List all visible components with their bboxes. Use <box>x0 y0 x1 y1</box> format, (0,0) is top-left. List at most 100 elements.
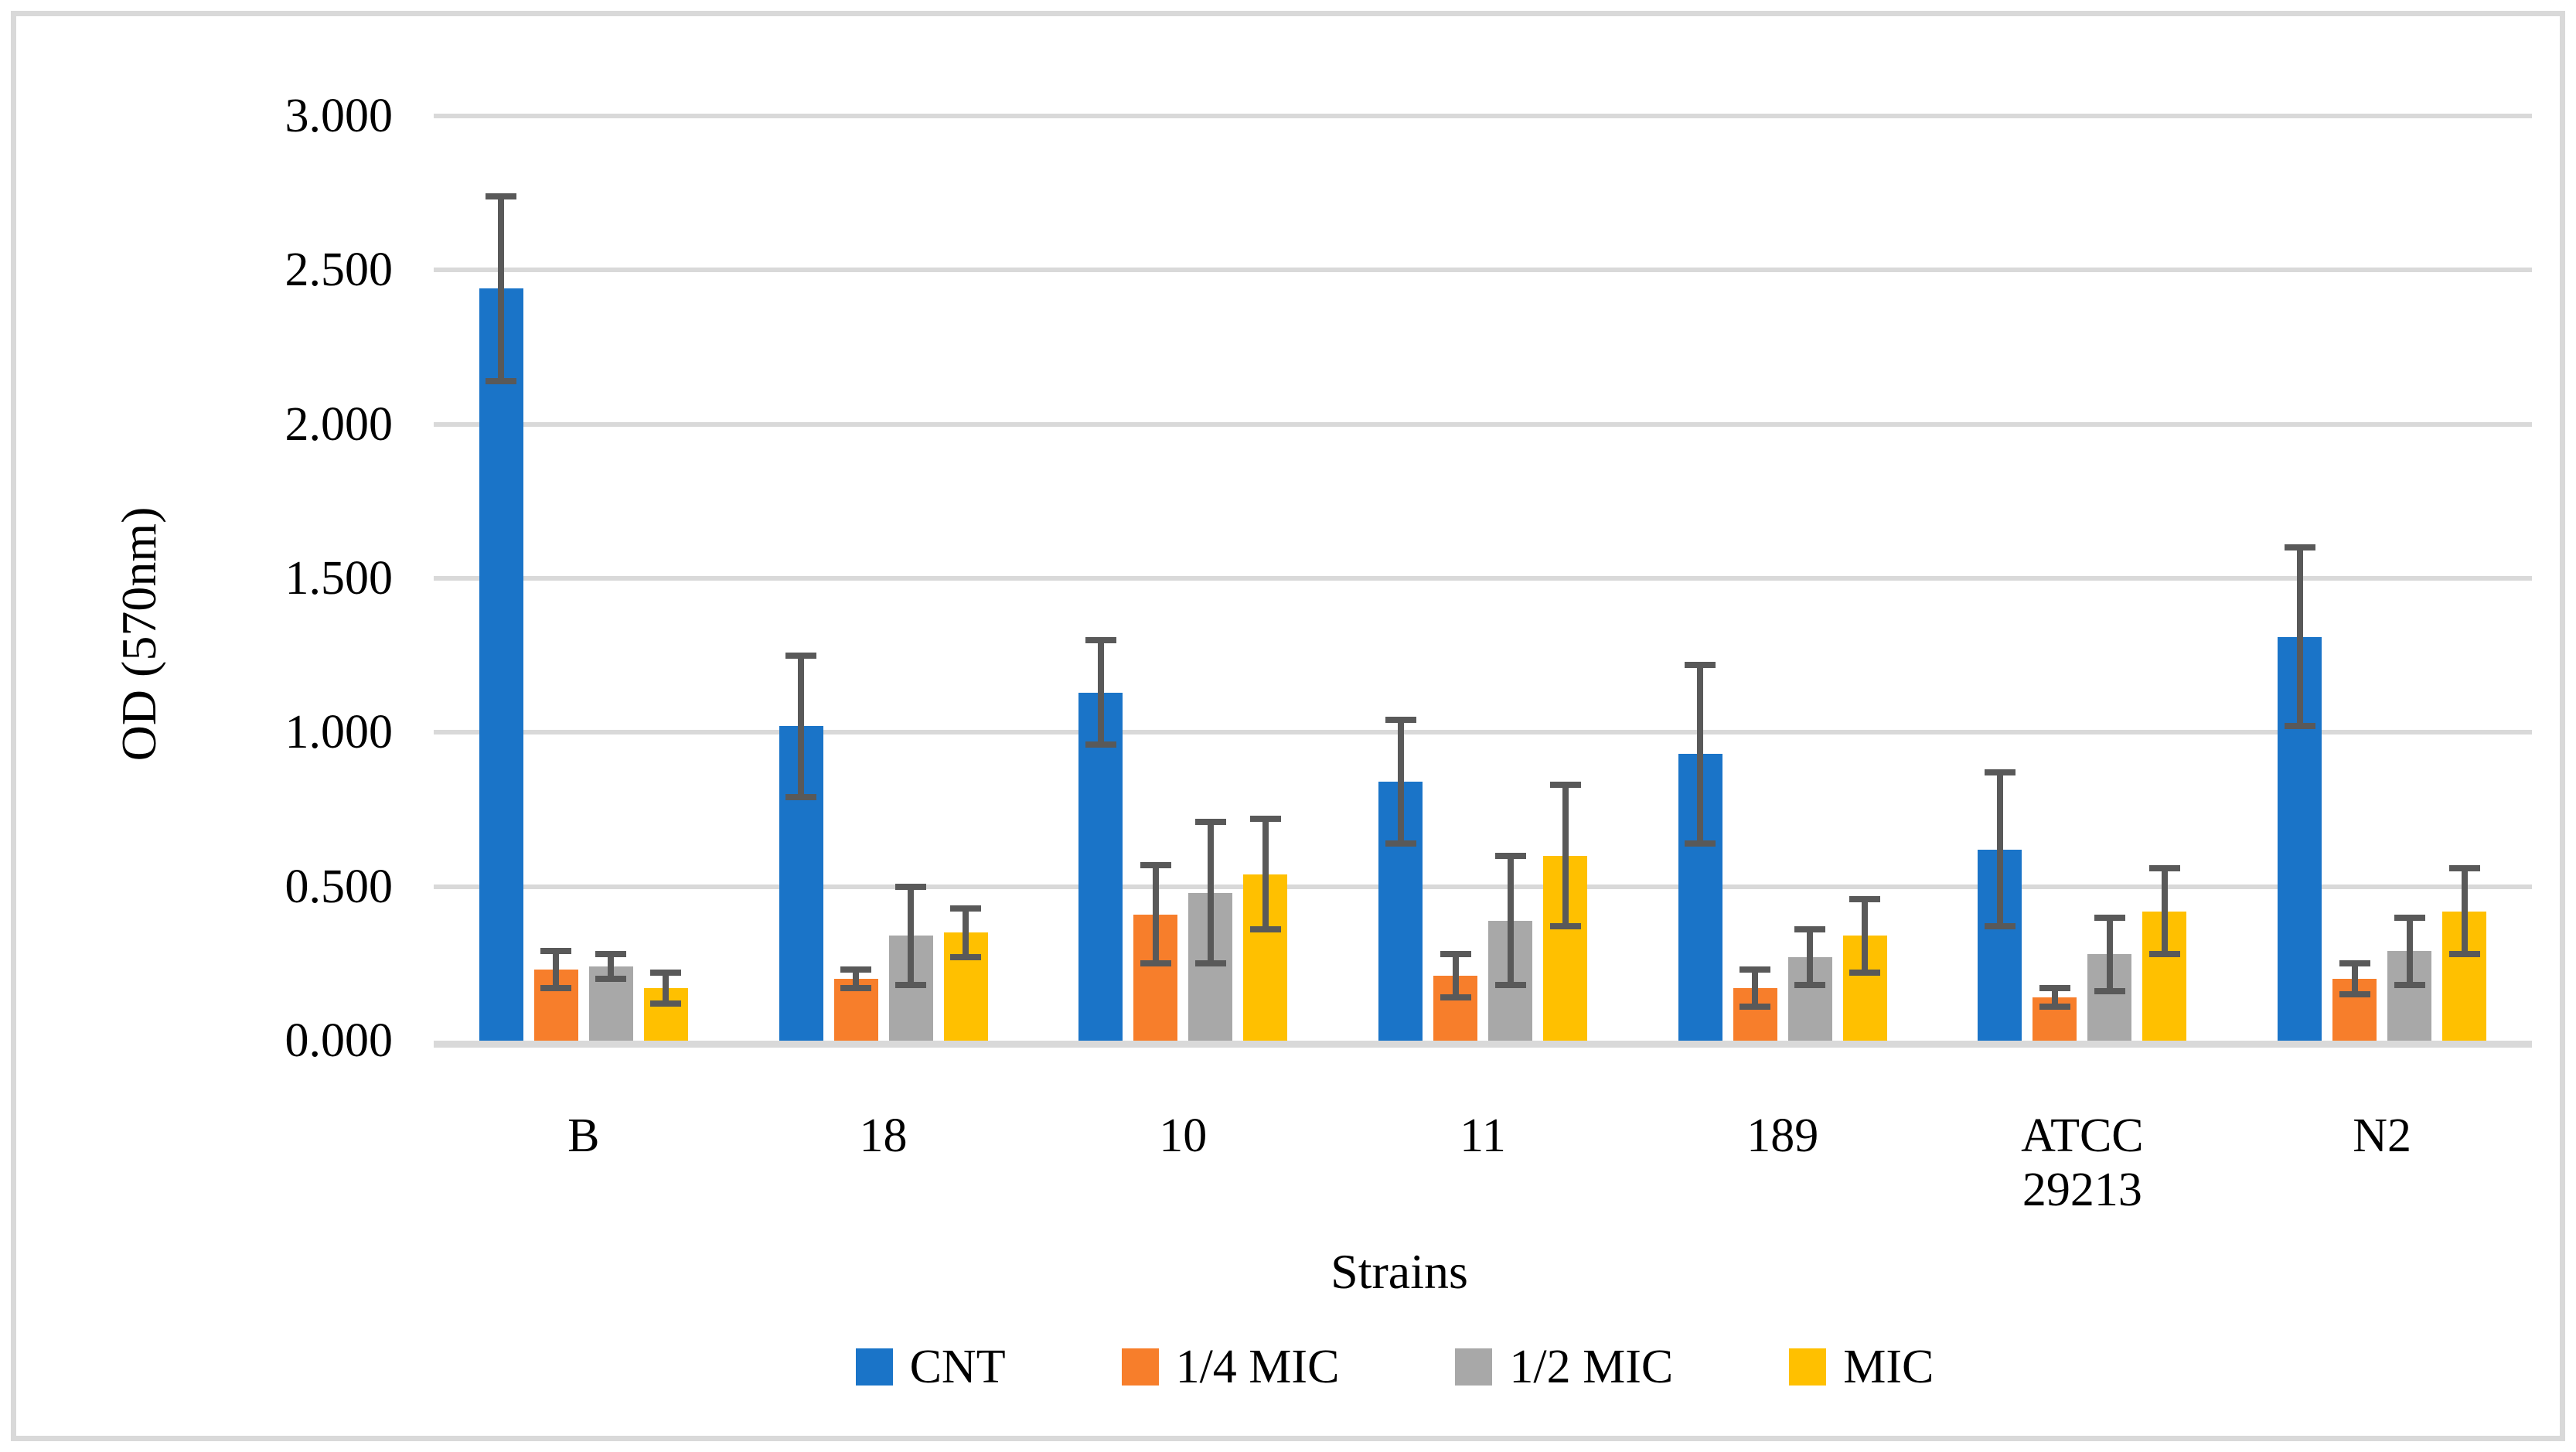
error-bar-cap-bottom <box>1194 960 1226 967</box>
legend-label: CNT <box>909 1341 1006 1393</box>
error-bar-stem <box>1152 864 1159 964</box>
error-bar-cap-top <box>2148 864 2180 871</box>
x-category-label-line: B <box>567 1109 600 1162</box>
error-bar-cap-top <box>1494 852 1526 859</box>
gridline <box>434 268 2532 273</box>
error-bar-cap-bottom <box>1249 926 1281 933</box>
gridline <box>434 730 2532 735</box>
legend-label: 1/2 MIC <box>1509 1341 1674 1393</box>
x-category-label-line: ATCC <box>2021 1109 2144 1162</box>
error-bar-cap-bottom <box>1549 923 1581 930</box>
error-bar-cap-bottom <box>1685 840 1716 847</box>
bar-CNT-10 <box>1078 692 1123 1041</box>
error-bar-cap-top <box>950 905 982 912</box>
error-bar-stem <box>2461 867 2468 955</box>
legend-swatch <box>1455 1348 1493 1386</box>
error-bar-stem <box>1697 664 1704 844</box>
legend-item: 1/4 MIC <box>1121 1339 1340 1395</box>
error-bar-cap-bottom <box>1849 970 1881 977</box>
error-bar-cap-top <box>2039 985 2070 992</box>
gridline <box>434 884 2532 889</box>
error-bar-cap-top <box>1194 818 1226 825</box>
error-bar-cap-bottom <box>1794 982 1826 989</box>
error-bar-cap-top <box>1849 895 1881 902</box>
x-category-label: 18 <box>734 1109 1034 1163</box>
error-bar-cap-top <box>2448 864 2480 871</box>
y-tick-label: 1.000 <box>285 706 394 759</box>
legend-label: MIC <box>1843 1341 1934 1393</box>
x-category-label-line: 11 <box>1460 1109 1506 1162</box>
error-bar-cap-bottom <box>1440 994 1471 1001</box>
x-category-label-line: 29213 <box>2022 1164 2142 1216</box>
error-bar-cap-bottom <box>540 985 572 992</box>
x-category-label: N2 <box>2232 1109 2532 1163</box>
error-bar-cap-top <box>1385 717 1416 724</box>
error-bar-stem <box>498 196 505 381</box>
error-bar-cap-bottom <box>486 377 517 384</box>
x-category-label: 10 <box>1033 1109 1333 1163</box>
error-bar-stem <box>608 954 615 980</box>
x-axis-title: Strains <box>1331 1244 1468 1299</box>
error-bar-stem <box>2351 963 2358 995</box>
gridline <box>434 114 2532 118</box>
error-bar-stem <box>2051 988 2058 1007</box>
error-bar-cap-top <box>1794 926 1826 933</box>
bar-CNT-B <box>479 288 523 1041</box>
error-bar-cap-bottom <box>895 982 927 989</box>
error-bar-stem <box>1262 818 1269 930</box>
error-bar-cap-bottom <box>840 985 872 992</box>
error-bar-cap-bottom <box>2039 1004 2070 1011</box>
legend-label: 1/4 MIC <box>1175 1341 1340 1393</box>
error-bar-stem <box>1397 720 1404 844</box>
error-bar-cap-bottom <box>595 976 627 983</box>
error-bar-stem <box>1097 639 1104 745</box>
legend-item: CNT <box>855 1339 1006 1395</box>
error-bar-cap-top <box>2339 960 2370 967</box>
x-category-label-line: N2 <box>2353 1109 2412 1162</box>
error-bar-cap-top <box>2394 914 2425 921</box>
legend-item: MIC <box>1789 1339 1934 1395</box>
error-bar-stem <box>853 970 860 989</box>
error-bar-cap-top <box>2284 544 2315 551</box>
error-bar-cap-top <box>1549 782 1581 789</box>
error-bar-cap-top <box>895 883 927 890</box>
legend-item: 1/2 MIC <box>1455 1339 1673 1395</box>
error-bar-cap-bottom <box>2394 982 2425 989</box>
error-bar-cap-bottom <box>1494 982 1526 989</box>
error-bar-stem <box>1862 898 1869 973</box>
error-bar-stem <box>1996 772 2003 927</box>
y-tick-label: 2.500 <box>285 244 394 297</box>
y-tick-label: 2.000 <box>285 397 394 451</box>
error-bar-cap-top <box>650 970 682 977</box>
error-bar-stem <box>1752 970 1759 1007</box>
legend-swatch <box>855 1348 893 1386</box>
x-category-label-line: 189 <box>1746 1109 1819 1162</box>
error-bar-cap-top <box>486 193 517 199</box>
y-tick-label: 3.000 <box>285 90 394 142</box>
x-category-label: 11 <box>1333 1109 1633 1163</box>
error-bar-cap-bottom <box>650 1000 682 1007</box>
x-category-label: ATCC 29213 <box>1933 1109 2233 1217</box>
error-bar-stem <box>663 973 670 1004</box>
error-bar-stem <box>2406 917 2413 986</box>
error-bar-stem <box>2296 547 2303 727</box>
error-bar-cap-bottom <box>2339 991 2370 998</box>
error-bar-cap-bottom <box>2284 723 2315 730</box>
error-bar-stem <box>1207 821 1214 964</box>
error-bar-stem <box>553 951 560 989</box>
error-bar-cap-bottom <box>2148 951 2180 958</box>
error-bar-cap-bottom <box>950 954 982 961</box>
error-bar-cap-top <box>540 948 572 955</box>
x-category-label-line: 10 <box>1159 1109 1208 1162</box>
error-bar-cap-top <box>1085 636 1116 643</box>
error-bar-stem <box>963 908 969 958</box>
error-bar-cap-top <box>1739 966 1771 973</box>
error-bar-cap-top <box>1440 951 1471 958</box>
legend-swatch <box>1789 1348 1827 1386</box>
error-bar-stem <box>2106 917 2113 992</box>
x-category-label-line: 18 <box>859 1109 908 1162</box>
error-bar-cap-bottom <box>785 794 817 801</box>
y-tick-label: 0.500 <box>285 860 394 913</box>
